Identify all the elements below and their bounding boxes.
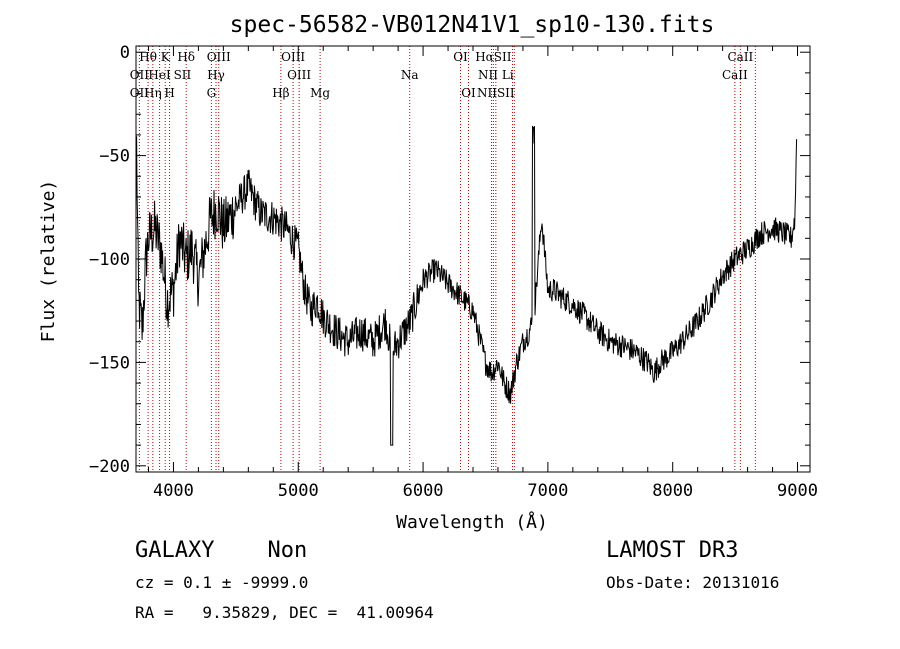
spectral-line-label: Hβ — [272, 86, 289, 100]
spectral-line-label: SII — [174, 68, 192, 82]
x-tick-label: 8000 — [652, 481, 693, 501]
x-tick-label: 5000 — [278, 481, 319, 501]
spectral-line-label: OIII — [281, 50, 305, 64]
x-axis-ticks: 4000 5000 6000 7000 8000 9000 — [147, 46, 818, 501]
survey-name: LAMOST DR3 — [606, 538, 739, 563]
spectral-line-label: H — [164, 86, 174, 100]
spectral-line-label: OIII — [207, 50, 231, 64]
y-axis-ticks: 0 −50 −100 −150 −200 — [89, 43, 810, 477]
spectral-line-label: OI — [461, 86, 476, 100]
y-tick-label: −200 — [89, 457, 130, 477]
spectral-line-label: Mg — [310, 86, 330, 100]
spectral-line-label: OII — [130, 68, 150, 82]
spectral-line-label: K — [161, 50, 171, 64]
spectrum-line — [136, 125, 798, 446]
spectral-line-label: Na — [401, 68, 419, 82]
spectral-line-label: OI — [453, 50, 468, 64]
spectrum-chart: spec-56582-VB012N41V1_sp10-130.fits OIIH… — [38, 12, 818, 533]
redshift-line: cz = 0.1 ± -9999.0 — [135, 573, 309, 592]
spectral-line-label: CaII — [722, 68, 748, 82]
spectral-line-label: Hθ — [139, 50, 157, 64]
x-tick-label: 4000 — [153, 481, 194, 501]
spectral-line-label: Hγ — [207, 68, 225, 82]
spectral-line-label: Hη — [144, 86, 162, 100]
y-tick-label: −100 — [89, 250, 130, 270]
y-tick-label: 0 — [120, 43, 130, 63]
object-class: GALAXY Non — [135, 538, 308, 563]
x-axis-label: Wavelength (Å) — [396, 511, 548, 533]
spectral-line-label: G — [207, 86, 217, 100]
chart-title: spec-56582-VB012N41V1_sp10-130.fits — [230, 12, 715, 38]
y-axis-label: Flux (relative) — [38, 180, 59, 343]
x-tick-label: 6000 — [403, 481, 444, 501]
spectral-line-label: OII — [130, 86, 150, 100]
spectral-line-label: HαSII — [475, 50, 512, 64]
spectral-line-markers — [138, 46, 756, 472]
spectral-line-label: NIISII — [477, 86, 515, 100]
coordinates: RA = 9.35829, DEC = 41.00964 — [135, 603, 434, 622]
plot-frame — [135, 45, 811, 473]
y-tick-label: −150 — [89, 353, 130, 373]
spectral-line-label: OIII — [287, 68, 311, 82]
spectral-line-label: HeI — [148, 68, 171, 82]
obs-date: Obs-Date: 20131016 — [606, 573, 780, 592]
x-tick-label: 9000 — [777, 481, 818, 501]
x-tick-label: 7000 — [527, 481, 568, 501]
spectral-line-label: NII Li — [478, 68, 514, 82]
spectral-line-label: CaII — [727, 50, 753, 64]
spectral-line-label: Hδ — [177, 50, 195, 64]
y-tick-label: −50 — [99, 147, 130, 167]
